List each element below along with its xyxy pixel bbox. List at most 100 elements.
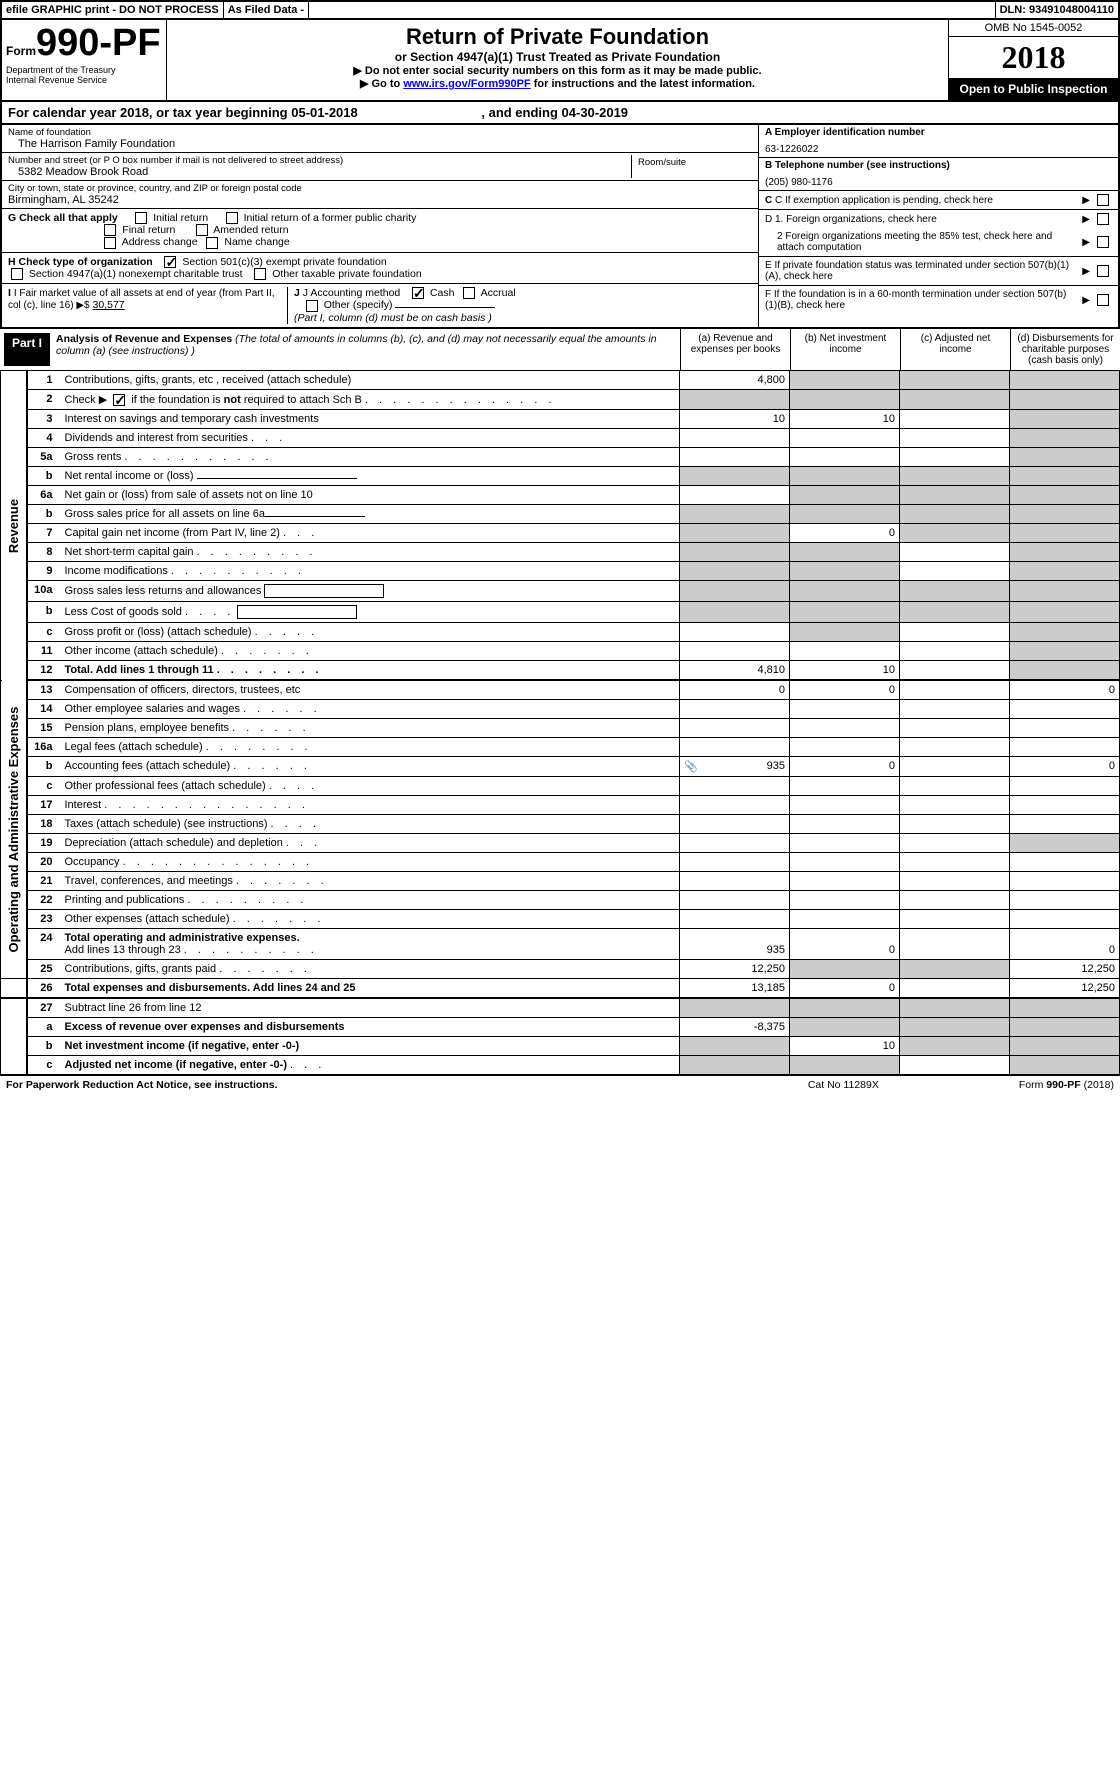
table-row: 22Printing and publications . . . . . . … bbox=[1, 890, 1120, 909]
city-label: City or town, state or province, country… bbox=[8, 183, 752, 194]
table-row: bLess Cost of goods sold . . . . bbox=[1, 601, 1120, 622]
cb-initial-return[interactable] bbox=[135, 212, 147, 224]
cb-d2[interactable] bbox=[1097, 236, 1109, 248]
table-row: 6aNet gain or (loss) from sale of assets… bbox=[1, 485, 1120, 504]
table-row: bAccounting fees (attach schedule) . . .… bbox=[1, 756, 1120, 776]
cb-name-change[interactable] bbox=[206, 237, 218, 249]
table-row: 2 Check ▶ if the foundation is not requi… bbox=[1, 389, 1120, 409]
table-row: aExcess of revenue over expenses and dis… bbox=[1, 1017, 1120, 1036]
ein-label: A Employer identification number bbox=[765, 127, 925, 138]
cb-cash[interactable] bbox=[412, 287, 424, 299]
table-row: 14Other employee salaries and wages . . … bbox=[1, 699, 1120, 718]
col-a-header: (a) Revenue and expenses per books bbox=[680, 329, 790, 370]
table-row: 16aLegal fees (attach schedule) . . . . … bbox=[1, 737, 1120, 756]
table-row: 7Capital gain net income (from Part IV, … bbox=[1, 523, 1120, 542]
efile-label: efile GRAPHIC print - DO NOT PROCESS bbox=[6, 4, 219, 16]
tax-year: 2018 bbox=[949, 37, 1118, 78]
footer-center: Cat No 11289X bbox=[808, 1079, 879, 1091]
table-row: 3Interest on savings and temporary cash … bbox=[1, 409, 1120, 428]
table-row: 27Subtract line 26 from line 12 bbox=[1, 998, 1120, 1018]
cb-f[interactable] bbox=[1097, 294, 1109, 306]
open-public-badge: Open to Public Inspection bbox=[949, 78, 1118, 100]
table-row: 21Travel, conferences, and meetings . . … bbox=[1, 871, 1120, 890]
table-row: 23Other expenses (attach schedule) . . .… bbox=[1, 909, 1120, 928]
calendar-year-row: For calendar year 2018, or tax year begi… bbox=[0, 100, 1120, 125]
instr-2-pre: ▶ Go to bbox=[360, 78, 403, 90]
table-row: bNet rental income or (loss) bbox=[1, 466, 1120, 485]
cb-final-return[interactable] bbox=[104, 224, 116, 236]
name-label: Name of foundation bbox=[8, 127, 752, 138]
part1-header-row: Part I Analysis of Revenue and Expenses … bbox=[0, 327, 1120, 371]
top-bar: efile GRAPHIC print - DO NOT PROCESS As … bbox=[0, 0, 1120, 20]
form-number: 990-PF bbox=[36, 22, 161, 64]
dept-irs: Internal Revenue Service bbox=[6, 75, 162, 85]
table-row: Revenue 1Contributions, gifts, grants, e… bbox=[1, 371, 1120, 390]
col-d-header: (d) Disbursements for charitable purpose… bbox=[1010, 329, 1120, 370]
instr-2-post: for instructions and the latest informat… bbox=[531, 78, 755, 90]
table-row: Operating and Administrative Expenses 13… bbox=[1, 681, 1120, 700]
part1-table: Revenue 1Contributions, gifts, grants, e… bbox=[0, 371, 1120, 1075]
form-title: Return of Private Foundation bbox=[171, 24, 944, 50]
table-row: 10aGross sales less returns and allowanc… bbox=[1, 580, 1120, 601]
table-row: 11Other income (attach schedule) . . . .… bbox=[1, 641, 1120, 660]
cb-c[interactable] bbox=[1097, 194, 1109, 206]
cb-other-taxable[interactable] bbox=[254, 268, 266, 280]
omb-number: OMB No 1545-0052 bbox=[949, 20, 1118, 37]
fmv-value: 30,577 bbox=[93, 299, 125, 311]
part1-badge: Part I bbox=[4, 333, 50, 366]
cb-other-method[interactable] bbox=[306, 300, 318, 312]
table-row: bGross sales price for all assets on lin… bbox=[1, 504, 1120, 523]
revenue-side-label: Revenue bbox=[1, 371, 27, 681]
cb-schb[interactable] bbox=[113, 394, 125, 406]
table-row: 12Total. Add lines 1 through 11 . . . . … bbox=[1, 660, 1120, 680]
address-value: 5382 Meadow Brook Road bbox=[8, 166, 631, 178]
cb-d1[interactable] bbox=[1097, 213, 1109, 225]
cb-initial-former[interactable] bbox=[226, 212, 238, 224]
ein-value: 63-1226022 bbox=[765, 138, 1112, 155]
asfiled-label: As Filed Data - bbox=[228, 4, 304, 16]
table-row: 15Pension plans, employee benefits . . .… bbox=[1, 718, 1120, 737]
table-row: 17Interest . . . . . . . . . . . . . . . bbox=[1, 795, 1120, 814]
part1-title: Analysis of Revenue and Expenses bbox=[56, 333, 232, 345]
section-ij: I I Fair market value of all assets at e… bbox=[2, 284, 758, 326]
cb-e[interactable] bbox=[1097, 265, 1109, 277]
table-row: 20Occupancy . . . . . . . . . . . . . . bbox=[1, 852, 1120, 871]
instr-1: ▶ Do not enter social security numbers o… bbox=[171, 64, 944, 77]
page-footer: For Paperwork Reduction Act Notice, see … bbox=[0, 1075, 1120, 1094]
table-row: 4Dividends and interest from securities … bbox=[1, 428, 1120, 447]
form-header: Form990-PF Department of the Treasury In… bbox=[0, 20, 1120, 100]
section-h: H Check type of organization Section 501… bbox=[2, 253, 758, 284]
footer-left: For Paperwork Reduction Act Notice, see … bbox=[6, 1079, 278, 1091]
address-label: Number and street (or P O box number if … bbox=[8, 155, 631, 166]
form-prefix: Form bbox=[6, 44, 36, 58]
dept-treasury: Department of the Treasury bbox=[6, 65, 162, 75]
table-row: 26Total expenses and disbursements. Add … bbox=[1, 978, 1120, 998]
form-subtitle: or Section 4947(a)(1) Trust Treated as P… bbox=[171, 50, 944, 64]
phone-label: B Telephone number (see instructions) bbox=[765, 160, 950, 171]
table-row: 24Total operating and administrative exp… bbox=[1, 928, 1120, 959]
irs-link[interactable]: www.irs.gov/Form990PF bbox=[403, 78, 530, 90]
cb-501c3[interactable] bbox=[164, 256, 176, 268]
table-row: 25Contributions, gifts, grants paid . . … bbox=[1, 959, 1120, 978]
section-g: G Check all that apply Initial return In… bbox=[2, 209, 758, 253]
city-value: Birmingham, AL 35242 bbox=[8, 194, 752, 206]
dln-value: 93491048004110 bbox=[1029, 4, 1114, 16]
attachment-icon[interactable]: 📎 bbox=[684, 760, 698, 773]
expenses-side-label: Operating and Administrative Expenses bbox=[1, 681, 27, 979]
table-row: bNet investment income (if negative, ent… bbox=[1, 1036, 1120, 1055]
cb-address-change[interactable] bbox=[104, 237, 116, 249]
table-row: 8Net short-term capital gain . . . . . .… bbox=[1, 542, 1120, 561]
dln-label: DLN: bbox=[1000, 4, 1026, 16]
cb-accrual[interactable] bbox=[463, 287, 475, 299]
foundation-name: The Harrison Family Foundation bbox=[8, 138, 752, 150]
info-grid: Name of foundation The Harrison Family F… bbox=[0, 125, 1120, 327]
cb-4947a1[interactable] bbox=[11, 268, 23, 280]
col-c-header: (c) Adjusted net income bbox=[900, 329, 1010, 370]
col-b-header: (b) Net investment income bbox=[790, 329, 900, 370]
table-row: 9Income modifications . . . . . . . . . … bbox=[1, 561, 1120, 580]
table-row: cOther professional fees (attach schedul… bbox=[1, 776, 1120, 795]
cb-amended[interactable] bbox=[196, 224, 208, 236]
table-row: 5aGross rents . . . . . . . . . . . bbox=[1, 447, 1120, 466]
table-row: cGross profit or (loss) (attach schedule… bbox=[1, 622, 1120, 641]
table-row: 18Taxes (attach schedule) (see instructi… bbox=[1, 814, 1120, 833]
